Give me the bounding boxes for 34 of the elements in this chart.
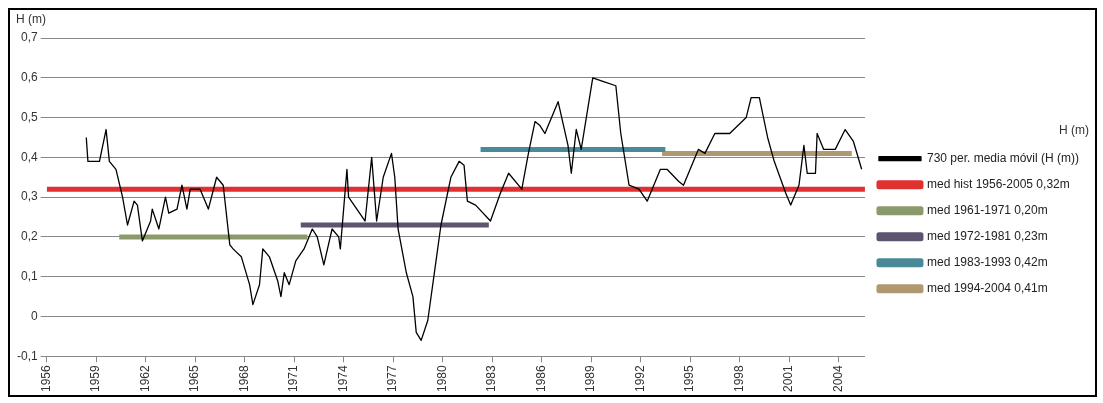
x-tick-label: 1983	[484, 364, 499, 393]
x-tick-label: 1977	[385, 364, 400, 393]
legend-title: H (m)	[1059, 122, 1089, 137]
y-axis-title: H (m)	[16, 12, 46, 27]
y-tick-label: 0,5	[20, 109, 38, 124]
y-tick-label: -0,1	[16, 348, 38, 363]
x-tick-label: 2004	[830, 364, 845, 393]
x-tick-label: 1986	[533, 364, 548, 393]
x-tick-label: 1974	[335, 364, 350, 393]
legend-label: 730 per. media móvil (H (m))	[926, 151, 1080, 166]
x-tick-label: 2001	[781, 364, 796, 393]
y-tick-label: 0,1	[20, 269, 38, 284]
y-tick-label: 0,4	[20, 149, 38, 164]
x-tick-label: 1962	[137, 364, 152, 393]
x-tick-label: 1989	[583, 364, 598, 393]
x-tick-label: 1971	[286, 364, 301, 393]
legend-label: med 1972-1981 0,23m	[926, 229, 1048, 244]
x-tick-label: 1995	[682, 364, 697, 393]
y-tick-label: 0	[30, 308, 38, 323]
x-tick-label: 1959	[88, 364, 103, 393]
legend-label: med hist 1956-2005 0,32m	[926, 177, 1070, 192]
x-tick-label: 1968	[236, 364, 251, 393]
x-tick-label: 1980	[434, 364, 449, 393]
x-tick-label: 1998	[731, 364, 746, 393]
legend-label: med 1961-1971 0,20m	[926, 203, 1048, 218]
y-tick-label: 0,7	[20, 30, 38, 45]
y-tick-label: 0,3	[20, 189, 38, 204]
legend-label: med 1994-2004 0,41m	[926, 281, 1048, 296]
x-tick-label: 1965	[187, 364, 202, 393]
y-tick-label: 0,2	[20, 229, 38, 244]
y-tick-label: 0,6	[20, 70, 38, 85]
legend-label: med 1983-1993 0,42m	[926, 255, 1048, 270]
x-tick-label: 1992	[632, 364, 647, 393]
x-tick-label: 1956	[38, 364, 53, 393]
